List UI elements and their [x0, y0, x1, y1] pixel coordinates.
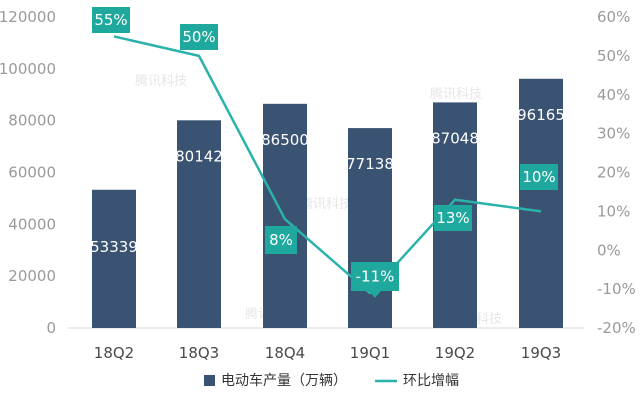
y-right-tick-label: 0%: [597, 241, 621, 259]
watermark-text: 腾讯科技: [430, 86, 482, 102]
y-right-tick-label: 40%: [597, 86, 630, 104]
pct-label-text: 13%: [436, 209, 469, 227]
y-right-tick-label: -20%: [597, 319, 636, 337]
y-left-tick-label: 80000: [8, 112, 56, 130]
pct-label-box: [434, 205, 472, 231]
pct-label-box: [520, 164, 558, 190]
pct-label-box: [180, 24, 218, 50]
line-series-path: [113, 35, 542, 295]
bar-value-label: 87048: [431, 129, 479, 147]
x-category-label: 18Q4: [265, 344, 305, 362]
pct-label-text: 8%: [269, 231, 293, 249]
legend-bar-swatch: [204, 375, 215, 386]
pct-label: 8%: [265, 226, 297, 254]
x-category-label: 18Q3: [179, 344, 219, 362]
pct-label-box: [351, 262, 399, 291]
pct-label-box: [265, 226, 297, 254]
bar-value-label: 53339: [90, 238, 138, 256]
pct-label: 13%: [434, 205, 472, 231]
pct-label-text: 55%: [94, 11, 127, 29]
y-right-tick-label: -10%: [597, 280, 636, 298]
x-category-label: 19Q1: [350, 344, 390, 362]
bar: [92, 189, 136, 328]
pct-label: 55%: [92, 7, 130, 33]
x-category-label: 19Q2: [435, 344, 475, 362]
pct-label-text: 10%: [522, 168, 555, 186]
y-right-tick-label: 50%: [597, 47, 630, 65]
watermark-text: 腾讯科技: [135, 73, 187, 89]
pct-label-text: 50%: [182, 28, 215, 46]
bar: [519, 78, 563, 329]
y-left-tick-label: 40000: [8, 215, 56, 233]
y-left-tick-label: 60000: [8, 164, 56, 182]
y-right-tick-label: 60%: [597, 8, 630, 26]
y-right-tick-label: 10%: [597, 202, 630, 220]
pct-label-text: -11%: [356, 268, 395, 286]
y-right-tick-label: 20%: [597, 164, 630, 182]
pct-label-box: [92, 7, 130, 33]
y-left-tick-label: 20000: [8, 267, 56, 285]
y-right-tick-label: 30%: [597, 125, 630, 143]
legend-line-label: 环比增幅: [403, 373, 459, 389]
bar-value-label: 96165: [517, 106, 565, 124]
y-left-tick-label: 100000: [0, 60, 56, 78]
bar-value-label: 86500: [261, 131, 309, 149]
x-category-label: 19Q3: [521, 344, 561, 362]
bar-value-label: 77138: [346, 155, 394, 173]
pct-label-pointer: [369, 291, 381, 298]
x-category-label: 18Q2: [94, 344, 134, 362]
bar: [177, 120, 221, 329]
pct-label: 50%: [180, 24, 218, 50]
y-left-tick-label: 120000: [0, 8, 56, 26]
y-left-tick-label: 0: [46, 319, 56, 337]
bar: [348, 128, 392, 328]
pct-label: -11%: [351, 262, 399, 298]
watermark-text: 腾讯科技: [300, 196, 352, 212]
legend-bar-label: 电动车产量（万辆）: [221, 372, 347, 389]
bar-value-label: 80142: [175, 147, 223, 165]
bar: [263, 103, 307, 328]
pct-label: 10%: [520, 164, 558, 190]
